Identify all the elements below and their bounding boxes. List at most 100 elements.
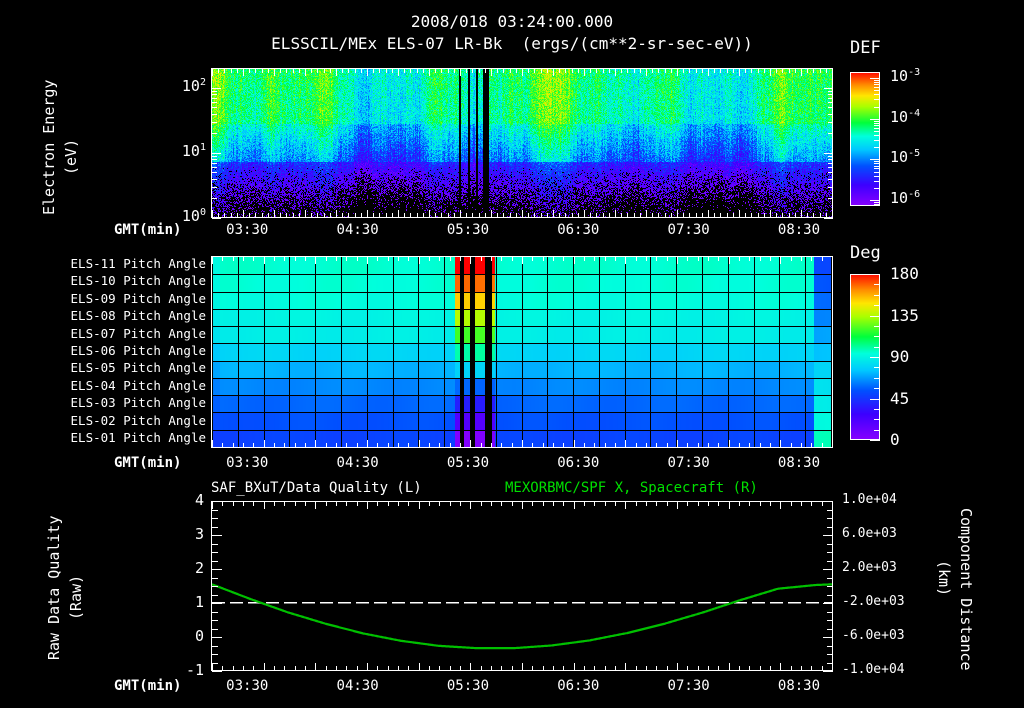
pitch-angle-row-label: ELS-07 Pitch Angle <box>70 325 206 341</box>
def-colorbar-label: 10-3 <box>890 67 921 86</box>
def-colorbar-tick <box>874 187 880 189</box>
panel1-xtick-label: 05:30 <box>446 222 490 238</box>
def-colorbar-tick <box>874 79 880 81</box>
deg-colorbar-tick <box>870 315 880 317</box>
deg-colorbar-tick <box>874 305 880 307</box>
def-colorbar-tick <box>874 130 880 132</box>
def-colorbar-tick <box>874 82 880 83</box>
def-colorbar-tick <box>874 180 880 182</box>
pitch-angle-row-label: ELS-11 Pitch Angle <box>70 255 206 271</box>
panel3-ylabel-left-units: (Raw) <box>67 574 85 620</box>
panel3-xtick-label: 07:30 <box>667 678 710 694</box>
def-colorbar-tick <box>870 78 880 80</box>
panel1-xtick-label: 07:30 <box>667 222 710 238</box>
panel3-ytick-left-label: -1 <box>185 661 204 679</box>
panel2-gmt-label: GMT(min) <box>114 455 182 471</box>
panel3-ylabel-right-name: Component Distance <box>957 508 975 671</box>
deg-colorbar-tick <box>874 408 880 410</box>
panel2-xtick-label: 07:30 <box>667 455 710 471</box>
deg-colorbar-label: 0 <box>890 430 900 449</box>
def-colorbar-tick <box>870 118 880 120</box>
deg-colorbar-tick <box>874 336 880 338</box>
pitch-angle-panel[interactable] <box>211 256 833 448</box>
data-quality-distance-panel[interactable] <box>211 501 833 671</box>
panel1-xtick-label: 08:30 <box>777 222 821 238</box>
panel3-xtick-label: 04:30 <box>336 678 379 694</box>
deg-colorbar-label: 135 <box>890 305 919 325</box>
deg-colorbar-label: 45 <box>890 388 910 408</box>
deg-colorbar-tick <box>870 274 880 275</box>
panel2-xtick-label: 08:30 <box>777 455 821 471</box>
panel1-xtick-label: 04:30 <box>336 222 379 238</box>
def-colorbar-label: 10-4 <box>890 107 921 126</box>
panel2-xtick-label: 04:30 <box>336 455 379 471</box>
deg-colorbar-tick <box>870 357 880 358</box>
panel3-xtick-label: 05:30 <box>446 678 490 694</box>
deg-colorbar-tick <box>874 294 880 296</box>
def-colorbar-tick <box>870 159 880 161</box>
def-colorbar-tick <box>874 134 880 136</box>
def-colorbar-tick <box>874 139 880 141</box>
pitch-angle-row-label: ELS-06 Pitch Angle <box>70 343 206 358</box>
panel3-ytick-right-label: 6.0e+03 <box>842 526 897 541</box>
panel1-xtick-label: 03:30 <box>226 222 269 238</box>
def-colorbar-label: 10-5 <box>890 148 921 167</box>
def-colorbar-tick <box>874 87 880 89</box>
panel2-xtick-label: 03:30 <box>226 455 269 471</box>
def-colorbar-tick <box>874 122 880 124</box>
panel1-xtick-label: 06:30 <box>557 222 600 238</box>
panel3-ytick-left-label: 2 <box>194 559 204 577</box>
deg-colorbar-tick <box>870 440 880 441</box>
deg-colorbar-tick <box>870 398 880 400</box>
panel3-xtick-label: 08:30 <box>777 678 821 694</box>
pitch-angle-row-label: ELS-04 Pitch Angle <box>70 377 206 393</box>
def-colorbar-tick <box>874 84 880 86</box>
electron-energy-spectrogram-panel[interactable] <box>211 68 833 218</box>
deg-colorbar-tick <box>874 388 880 390</box>
pitch-angle-row-label: ELS-05 Pitch Angle <box>70 360 206 376</box>
def-colorbar-tick <box>874 165 880 167</box>
def-colorbar-tick <box>874 168 880 170</box>
deg-colorbar-tick <box>874 419 880 421</box>
panel2-xtick-label: 05:30 <box>446 455 490 471</box>
panel3-xtick-label: 03:30 <box>226 678 269 694</box>
deg-colorbar-label: 180 <box>890 264 919 283</box>
panel1-ylabel-units: (eV) <box>62 138 80 175</box>
deg-colorbar-tick <box>874 325 880 327</box>
panel3-ytick-left-label: 3 <box>194 525 204 543</box>
panel3-ytick-left-label: 4 <box>194 491 204 509</box>
page-subtitle: ELSSCIL/MEx ELS-07 LR-Bk (ergs/(cm**2-sr… <box>271 34 753 53</box>
panel3-header-right: MEXORBMC/SPF X, Spacecraft (R) <box>505 480 758 496</box>
panel3-ytick-right-label: -6.0e+03 <box>842 628 905 643</box>
def-colorbar-tick <box>874 163 880 165</box>
deg-colorbar-title: Deg <box>850 243 881 263</box>
def-colorbar-tick <box>874 125 880 126</box>
panel3-header-left: SAF_BXuT/Data Quality (L) <box>211 480 422 496</box>
panel3-ytick-left-label: 0 <box>194 627 204 645</box>
panel1-ytick-label: 102 <box>181 76 206 95</box>
deg-colorbar-tick <box>874 284 880 286</box>
def-colorbar-tick <box>874 99 880 101</box>
def-colorbar-tick <box>874 90 880 92</box>
def-colorbar-tick <box>874 175 880 177</box>
deg-colorbar-tick <box>874 346 880 348</box>
def-colorbar-tick <box>874 201 880 203</box>
def-colorbar-tick <box>874 106 880 108</box>
pitch-angle-row-label: ELS-10 Pitch Angle <box>70 273 206 289</box>
def-colorbar-tick <box>874 171 880 173</box>
panel1-ytick-label: 101 <box>181 141 206 160</box>
def-colorbar-tick <box>874 203 880 205</box>
deg-colorbar-tick <box>874 377 880 379</box>
def-colorbar-tick <box>874 161 880 163</box>
panel3-xtick-label: 06:30 <box>557 678 600 694</box>
panel3-ylabel-left-name: Raw Data Quality <box>45 515 63 661</box>
def-colorbar-tick <box>874 94 880 96</box>
def-colorbar-tick <box>870 199 880 201</box>
deg-colorbar-label: 90 <box>890 347 910 366</box>
def-colorbar-tick <box>874 127 880 129</box>
pitch-angle-row-label: ELS-02 Pitch Angle <box>70 412 206 428</box>
panel3-ytick-right-label: -1.0e+04 <box>842 662 905 677</box>
panel3-ytick-right-label: 1.0e+04 <box>842 492 897 507</box>
def-colorbar-tick <box>874 120 880 122</box>
pitch-angle-row-label: ELS-03 Pitch Angle <box>70 395 206 411</box>
